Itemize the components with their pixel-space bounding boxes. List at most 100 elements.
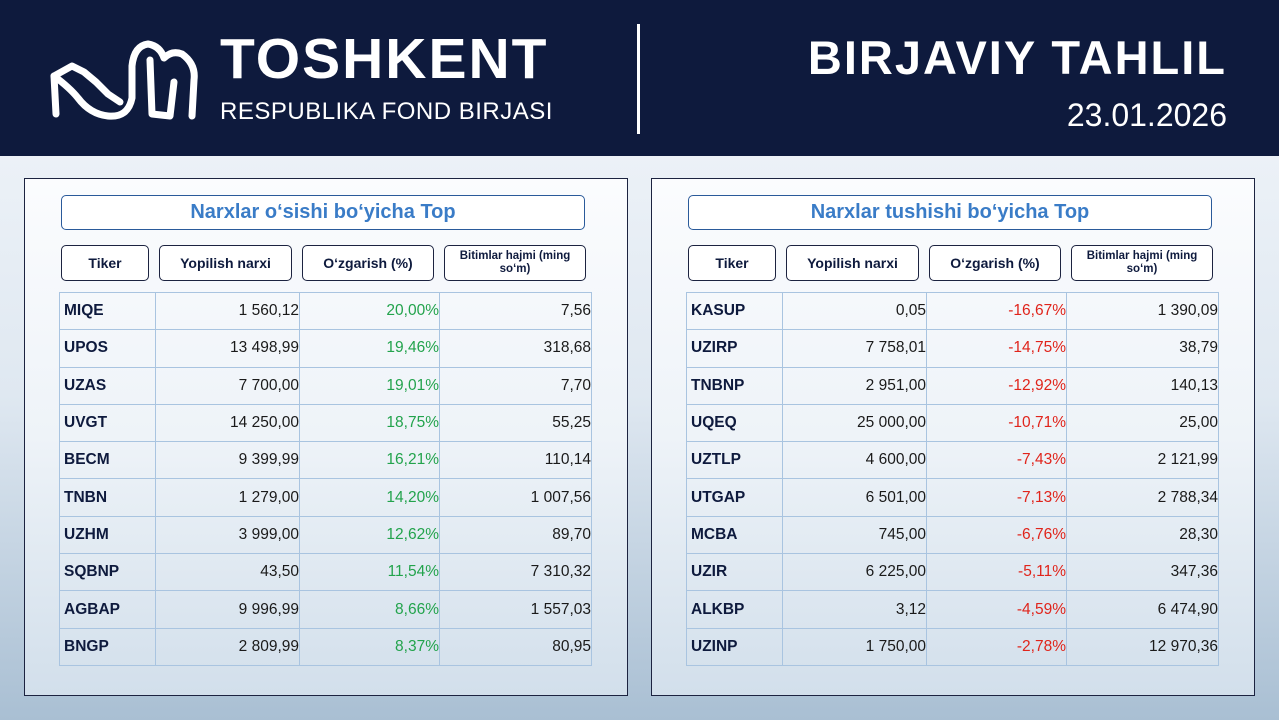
table-row: MIQE 1 560,12 20,00% 7,56 [59,291,592,331]
close-cell: 745,00 [782,515,927,555]
ticker-cell: ALKBP [686,590,783,629]
ticker-cell: SQBNP [59,553,156,592]
volume-cell: 89,70 [439,515,592,555]
close-cell: 6 501,00 [782,478,927,517]
change-cell: 8,37% [299,627,440,666]
change-cell: -16,67% [926,291,1067,331]
ticker-cell: TNBNP [686,366,783,405]
brand-title: TOSHKENT [220,27,549,91]
table-row: BECM 9 399,99 16,21% 110,14 [59,441,592,480]
column-header-close: Yopilish narxi [159,245,292,281]
table-row: UZHM 3 999,00 12,62% 89,70 [59,515,592,555]
ticker-cell: UZAS [59,366,156,405]
gainers-title: Narxlar o‘sishi bo‘yicha Top [61,195,585,230]
change-cell: -10,71% [926,403,1067,443]
ticker-cell: UZIRP [686,329,783,368]
volume-cell: 7,70 [439,366,592,405]
change-cell: -7,13% [926,478,1067,517]
ticker-cell: UTGAP [686,478,783,517]
change-cell: -14,75% [926,329,1067,368]
change-cell: -2,78% [926,627,1067,666]
volume-cell: 80,95 [439,627,592,666]
report-date: 23.01.2026 [1066,97,1227,133]
change-cell: -5,11% [926,553,1067,592]
ticker-cell: BECM [59,441,156,480]
change-cell: 16,21% [299,441,440,480]
volume-cell: 140,13 [1066,366,1219,405]
close-cell: 25 000,00 [782,403,927,443]
column-header-ticker: Tiker [688,245,776,281]
column-header-ticker: Tiker [61,245,149,281]
volume-cell: 12 970,36 [1066,627,1219,666]
change-cell: 18,75% [299,403,440,443]
header-banner: TOSHKENT RESPUBLIKA FOND BIRJASI BIRJAVI… [0,0,1279,156]
ticker-cell: MIQE [59,291,156,331]
close-cell: 2 951,00 [782,366,927,405]
column-header-volume: Bitimlar hajmi (ming so‘m) [1071,245,1213,281]
change-cell: -7,43% [926,441,1067,480]
table-row: UZIR 6 225,00 -5,11% 347,36 [686,553,1219,592]
close-cell: 3 999,00 [155,515,300,555]
change-cell: 11,54% [299,553,440,592]
table-row: MCBA 745,00 -6,76% 28,30 [686,515,1219,555]
report-title: BIRJAVIY TAHLIL [807,31,1227,84]
table-row: UZINP 1 750,00 -2,78% 12 970,36 [686,627,1219,666]
change-cell: -4,59% [926,590,1067,629]
volume-cell: 6 474,90 [1066,590,1219,629]
ticker-cell: UZIR [686,553,783,592]
table-row: SQBNP 43,50 11,54% 7 310,32 [59,553,592,592]
volume-cell: 1 390,09 [1066,291,1219,331]
table-row: TNBN 1 279,00 14,20% 1 007,56 [59,478,592,517]
change-cell: 19,01% [299,366,440,405]
table-row: KASUP 0,05 -16,67% 1 390,09 [686,291,1219,331]
table-row: TNBNP 2 951,00 -12,92% 140,13 [686,366,1219,405]
column-header-change: O‘zgarish (%) [302,245,434,281]
table-row: UZIRP 7 758,01 -14,75% 38,79 [686,329,1219,368]
volume-cell: 110,14 [439,441,592,480]
volume-cell: 347,36 [1066,553,1219,592]
table-row: ALKBP 3,12 -4,59% 6 474,90 [686,590,1219,629]
table-row: BNGP 2 809,99 8,37% 80,95 [59,627,592,666]
close-cell: 2 809,99 [155,627,300,666]
close-cell: 1 279,00 [155,478,300,517]
table-row: UZAS 7 700,00 19,01% 7,70 [59,366,592,405]
volume-cell: 2 121,99 [1066,441,1219,480]
losers-table: KASUP 0,05 -16,67% 1 390,09 UZIRP 7 758,01 -1… [686,291,1219,666]
change-cell: -6,76% [926,515,1067,555]
column-header-change: O‘zgarish (%) [929,245,1061,281]
table-row: UTGAP 6 501,00 -7,13% 2 788,34 [686,478,1219,517]
ticker-cell: UPOS [59,329,156,368]
volume-cell: 318,68 [439,329,592,368]
close-cell: 1 750,00 [782,627,927,666]
close-cell: 9 996,99 [155,590,300,629]
ticker-cell: KASUP [686,291,783,331]
close-cell: 1 560,12 [155,291,300,331]
volume-cell: 38,79 [1066,329,1219,368]
ticker-cell: UQEQ [686,403,783,443]
ticker-cell: MCBA [686,515,783,555]
losers-panel: Narxlar tushishi bo‘yicha Top Tiker Yopi… [651,178,1255,696]
ticker-cell: BNGP [59,627,156,666]
toshkent-exchange-logo-icon [50,40,198,120]
volume-cell: 1 557,03 [439,590,592,629]
close-cell: 14 250,00 [155,403,300,443]
close-cell: 9 399,99 [155,441,300,480]
ticker-cell: UZHM [59,515,156,555]
close-cell: 13 498,99 [155,329,300,368]
change-cell: 8,66% [299,590,440,629]
gainers-panel: Narxlar o‘sishi bo‘yicha Top Tiker Yopil… [24,178,628,696]
volume-cell: 7 310,32 [439,553,592,592]
column-header-close: Yopilish narxi [786,245,919,281]
change-cell: 14,20% [299,478,440,517]
volume-cell: 2 788,34 [1066,478,1219,517]
ticker-cell: AGBAP [59,590,156,629]
ticker-cell: TNBN [59,478,156,517]
column-header-volume: Bitimlar hajmi (ming so‘m) [444,245,586,281]
gainers-table: MIQE 1 560,12 20,00% 7,56 UPOS 13 498,99 19,4… [59,291,592,666]
ticker-cell: UZINP [686,627,783,666]
table-row: UQEQ 25 000,00 -10,71% 25,00 [686,403,1219,443]
ticker-cell: UVGT [59,403,156,443]
volume-cell: 1 007,56 [439,478,592,517]
brand-subtitle: RESPUBLIKA FOND BIRJASI [220,98,553,125]
losers-title: Narxlar tushishi bo‘yicha Top [688,195,1212,230]
